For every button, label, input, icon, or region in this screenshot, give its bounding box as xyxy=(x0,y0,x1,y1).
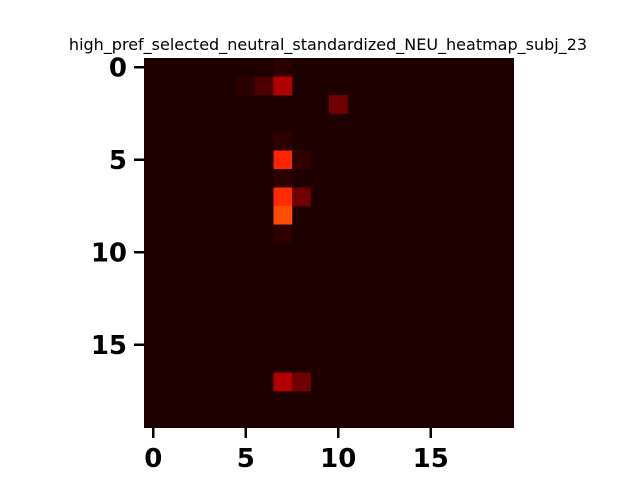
x-tick-label: 5 xyxy=(237,444,255,474)
y-tick-label: 15 xyxy=(91,331,127,361)
heatmap-cell xyxy=(292,150,311,170)
heatmap-plot-area xyxy=(144,58,514,428)
x-tick-label: 15 xyxy=(413,444,449,474)
heatmap-cell xyxy=(273,76,293,96)
heatmap-cell xyxy=(273,58,293,77)
heatmap-cell xyxy=(273,372,293,392)
heatmap-cell xyxy=(329,95,348,114)
heatmap-cell xyxy=(273,187,293,207)
heatmap-cell xyxy=(273,150,293,170)
heatmap-cell xyxy=(273,206,293,225)
heatmap-cell xyxy=(273,132,293,151)
heatmap-cells xyxy=(236,58,348,392)
heatmap-cell xyxy=(255,76,274,96)
heatmap-cell xyxy=(236,76,256,96)
heatmap-background xyxy=(144,58,514,428)
x-tick-label: 0 xyxy=(144,444,162,474)
y-tick-label: 0 xyxy=(109,53,127,83)
heatmap-cell xyxy=(292,372,311,392)
y-tick-label: 5 xyxy=(109,146,127,176)
heatmap-cell xyxy=(273,224,293,244)
heatmap-axes: 0 5 10 15 0 5 10 15 xyxy=(91,53,449,474)
y-tick-label: 10 xyxy=(91,238,127,268)
chart-title: high_pref_selected_neutral_standardized_… xyxy=(69,35,587,55)
x-tick-label: 10 xyxy=(320,444,356,474)
heatmap-cell xyxy=(292,187,311,207)
heatmap-cell xyxy=(273,169,293,188)
